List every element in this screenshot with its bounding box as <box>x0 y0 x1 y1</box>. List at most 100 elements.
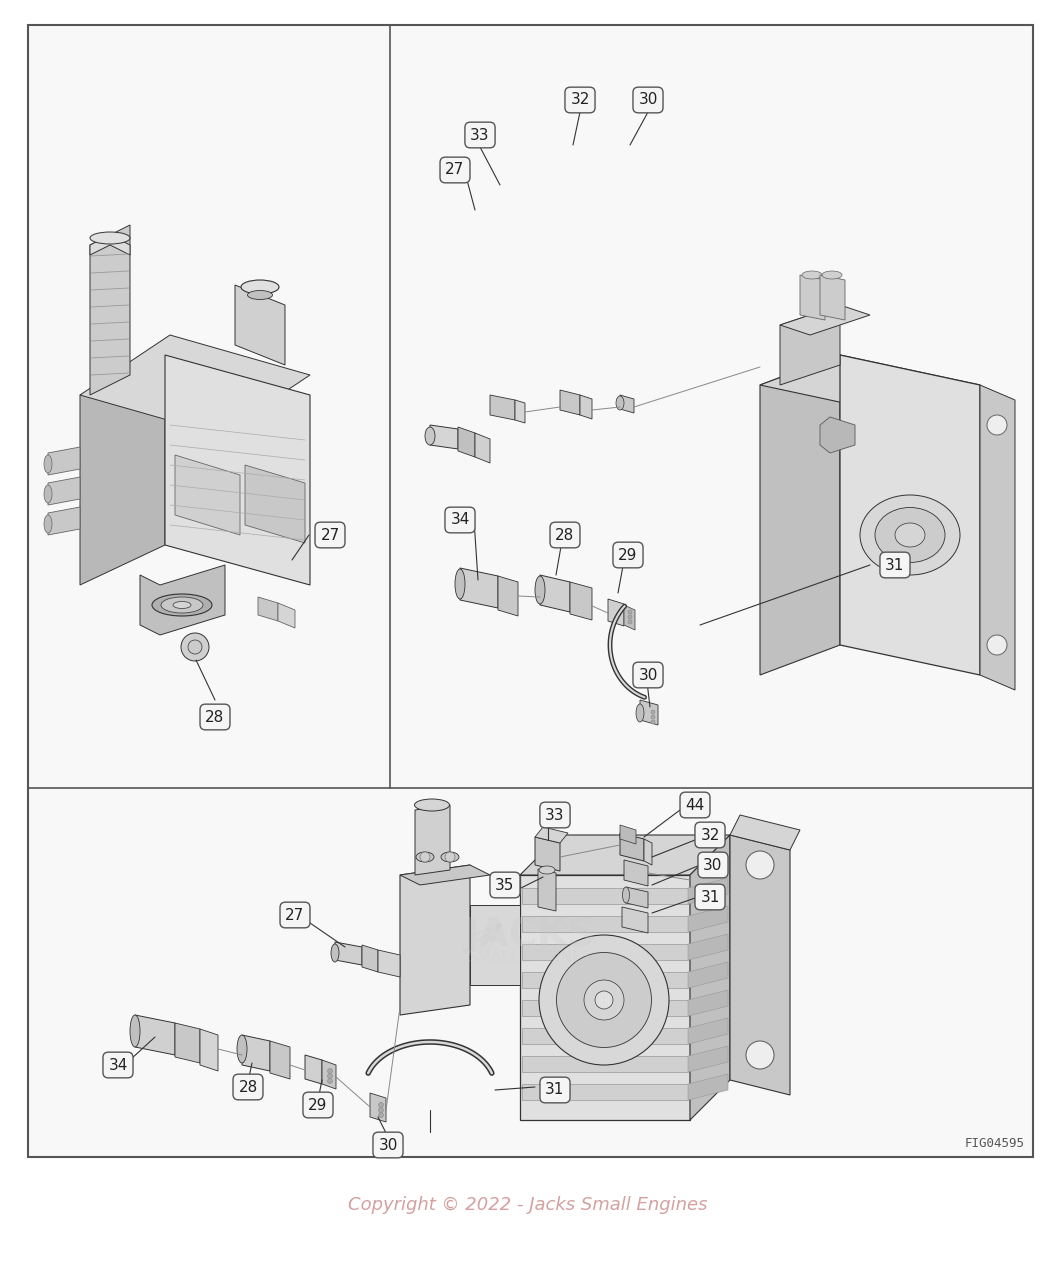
Polygon shape <box>840 355 980 676</box>
Text: FIG04595: FIG04595 <box>965 1137 1025 1150</box>
Polygon shape <box>48 507 80 535</box>
Polygon shape <box>639 700 659 725</box>
Ellipse shape <box>860 495 960 576</box>
Polygon shape <box>690 835 730 1120</box>
Ellipse shape <box>161 597 203 614</box>
Ellipse shape <box>822 271 842 280</box>
Polygon shape <box>688 1074 728 1101</box>
Polygon shape <box>620 395 634 412</box>
Text: 27: 27 <box>320 528 339 543</box>
Text: JACKS: JACKS <box>464 916 596 954</box>
Text: 29: 29 <box>618 548 637 563</box>
Text: 30: 30 <box>638 92 657 108</box>
Text: 44: 44 <box>685 797 705 812</box>
Ellipse shape <box>616 396 624 410</box>
Polygon shape <box>780 305 870 335</box>
Polygon shape <box>305 1055 322 1084</box>
Polygon shape <box>361 945 378 972</box>
Ellipse shape <box>623 887 630 903</box>
Ellipse shape <box>90 231 130 244</box>
Polygon shape <box>370 1093 386 1122</box>
Polygon shape <box>460 568 498 608</box>
Polygon shape <box>626 887 648 908</box>
Polygon shape <box>688 906 728 932</box>
Polygon shape <box>80 335 310 435</box>
Polygon shape <box>430 425 458 449</box>
Text: 33: 33 <box>545 807 564 822</box>
Ellipse shape <box>539 935 669 1065</box>
Ellipse shape <box>535 576 545 603</box>
Polygon shape <box>688 1046 728 1071</box>
Polygon shape <box>175 1023 200 1063</box>
Ellipse shape <box>441 853 459 861</box>
Polygon shape <box>570 582 592 620</box>
Circle shape <box>746 1041 774 1069</box>
Text: 31: 31 <box>545 1083 564 1098</box>
Text: 28: 28 <box>205 710 225 725</box>
Ellipse shape <box>651 720 655 724</box>
Text: 27: 27 <box>285 907 304 922</box>
Polygon shape <box>175 455 240 535</box>
Polygon shape <box>522 944 688 960</box>
Ellipse shape <box>173 601 191 608</box>
Text: 34: 34 <box>450 512 469 528</box>
Ellipse shape <box>802 271 822 280</box>
Polygon shape <box>980 385 1015 689</box>
Circle shape <box>188 640 202 654</box>
Text: 35: 35 <box>496 878 515 893</box>
Text: 32: 32 <box>571 92 590 108</box>
Polygon shape <box>140 565 225 635</box>
Polygon shape <box>135 1015 175 1055</box>
Polygon shape <box>415 805 450 875</box>
Polygon shape <box>515 400 525 423</box>
Polygon shape <box>730 835 790 1095</box>
Ellipse shape <box>331 944 339 961</box>
Polygon shape <box>760 355 840 676</box>
Text: 31: 31 <box>701 889 720 904</box>
Polygon shape <box>90 235 130 256</box>
Polygon shape <box>624 605 635 630</box>
Polygon shape <box>335 942 361 965</box>
Polygon shape <box>624 860 648 885</box>
Polygon shape <box>522 888 688 904</box>
Ellipse shape <box>628 610 632 614</box>
Ellipse shape <box>378 1107 384 1112</box>
Text: 33: 33 <box>470 128 489 143</box>
Ellipse shape <box>414 799 449 811</box>
Ellipse shape <box>651 710 655 713</box>
Polygon shape <box>538 869 556 911</box>
Ellipse shape <box>130 1015 140 1047</box>
Polygon shape <box>688 1018 728 1044</box>
Circle shape <box>987 635 1007 655</box>
Ellipse shape <box>44 455 52 473</box>
Circle shape <box>746 851 774 879</box>
Ellipse shape <box>44 484 52 503</box>
Ellipse shape <box>152 595 212 616</box>
Text: Copyright © 2022 - Jacks Small Engines: Copyright © 2022 - Jacks Small Engines <box>348 1195 708 1214</box>
Polygon shape <box>522 916 688 932</box>
Ellipse shape <box>875 507 945 563</box>
Polygon shape <box>378 950 400 977</box>
Ellipse shape <box>628 615 632 619</box>
Text: 30: 30 <box>378 1137 397 1152</box>
Polygon shape <box>245 466 305 543</box>
Polygon shape <box>470 904 520 985</box>
Polygon shape <box>688 878 728 904</box>
Ellipse shape <box>328 1074 333 1079</box>
Polygon shape <box>235 285 285 366</box>
FancyBboxPatch shape <box>27 25 1033 1157</box>
Ellipse shape <box>378 1112 384 1117</box>
Polygon shape <box>48 447 80 474</box>
Polygon shape <box>475 433 490 463</box>
Polygon shape <box>522 972 688 988</box>
Polygon shape <box>90 225 130 395</box>
Text: 28: 28 <box>555 528 575 543</box>
Polygon shape <box>622 907 648 934</box>
Polygon shape <box>800 275 826 320</box>
Polygon shape <box>520 835 730 875</box>
Polygon shape <box>730 815 800 850</box>
Text: 28: 28 <box>239 1079 258 1094</box>
Polygon shape <box>644 839 652 865</box>
Polygon shape <box>80 355 165 584</box>
Polygon shape <box>522 1028 688 1044</box>
